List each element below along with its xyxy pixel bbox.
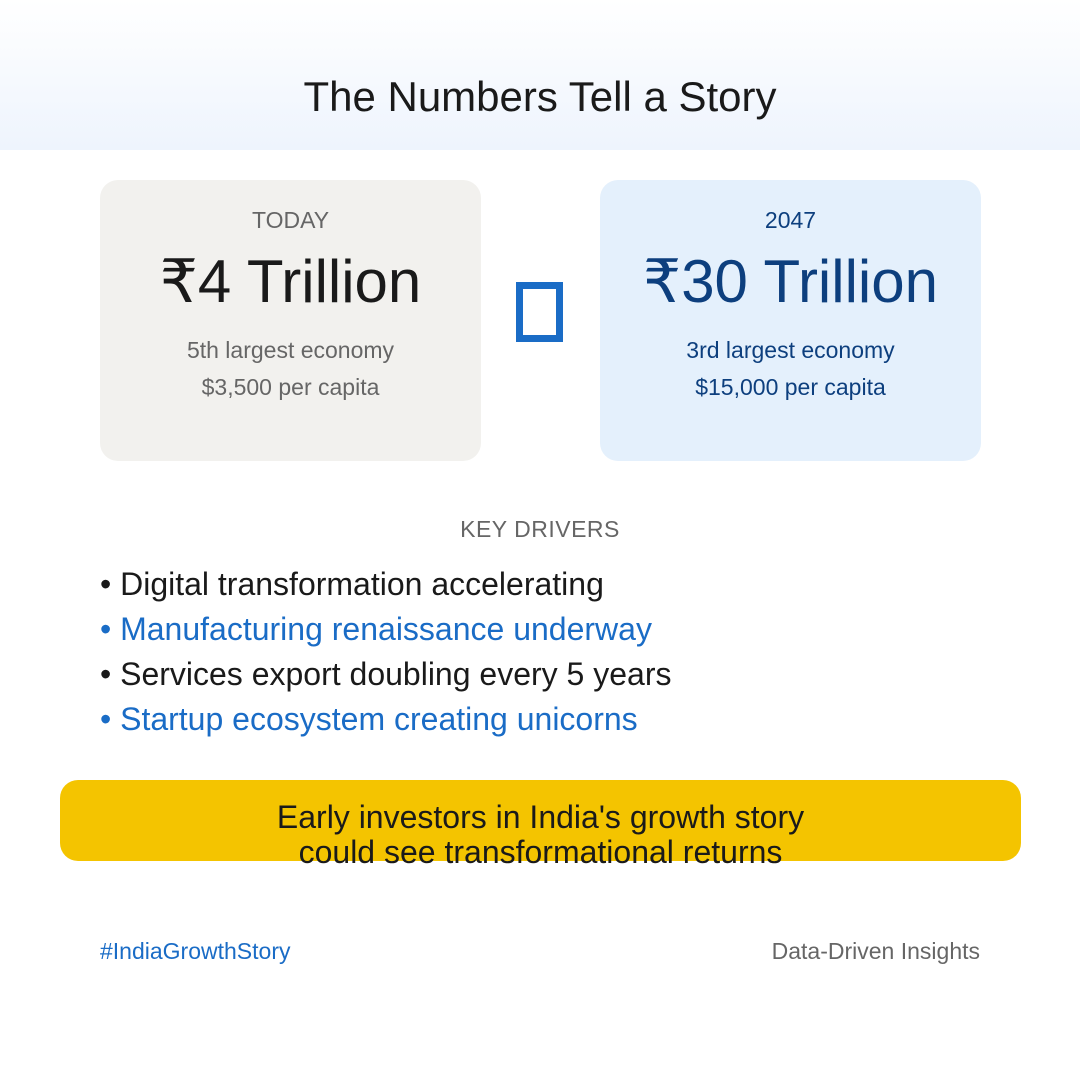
future-label: 2047 [600,206,981,234]
callout-line-2: could see transformational returns [60,835,1021,870]
today-per-capita: $3,500 per capita [100,373,481,401]
footer-tagline: Data-Driven Insights [772,937,980,965]
drivers-heading: KEY DRIVERS [0,515,1080,543]
page-title: The Numbers Tell a Story [0,72,1080,122]
callout-line-1: Early investors in India's growth story [60,800,1021,835]
today-card: TODAY ₹4 Trillion 5th largest economy $3… [100,180,481,461]
driver-item-digital: • Digital transformation accelerating [100,562,671,607]
future-rank: 3rd largest economy [600,336,981,364]
arrow-icon [516,282,563,342]
future-amount: ₹30 Trillion [600,250,981,314]
future-card: 2047 ₹30 Trillion 3rd largest economy $1… [600,180,981,461]
driver-item-startups: • Startup ecosystem creating unicorns [100,697,671,742]
footer-hashtag: #IndiaGrowthStory [100,937,290,965]
driver-item-manufacturing: • Manufacturing renaissance underway [100,607,671,652]
today-label: TODAY [100,206,481,234]
today-amount: ₹4 Trillion [100,250,481,314]
today-rank: 5th largest economy [100,336,481,364]
drivers-list: • Digital transformation accelerating • … [100,562,671,742]
callout-text: Early investors in India's growth story … [60,800,1021,870]
future-per-capita: $15,000 per capita [600,373,981,401]
driver-item-services: • Services export doubling every 5 years [100,652,671,697]
